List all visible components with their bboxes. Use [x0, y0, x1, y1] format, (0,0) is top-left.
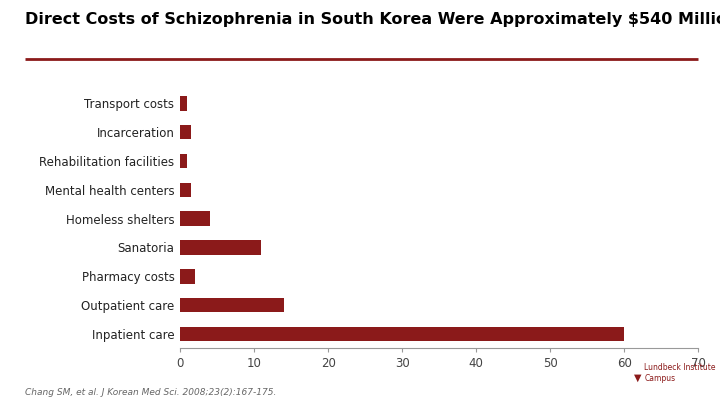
Bar	[180, 125, 191, 139]
Bar	[180, 298, 284, 312]
Bar	[180, 154, 187, 168]
Bar	[180, 269, 195, 284]
Bar	[180, 183, 191, 197]
Text: Chang SM, et al. J Korean Med Sci. 2008;23(2):167-175.: Chang SM, et al. J Korean Med Sci. 2008;…	[25, 388, 276, 397]
Bar	[180, 327, 624, 341]
Text: Lundbeck Institute
Campus: Lundbeck Institute Campus	[644, 363, 716, 383]
Bar	[180, 96, 187, 111]
Text: Direct Costs of Schizophrenia in South Korea Were Approximately $540 Million in : Direct Costs of Schizophrenia in South K…	[25, 12, 720, 27]
Text: ▼: ▼	[634, 373, 641, 383]
Bar	[180, 240, 261, 255]
Bar	[180, 211, 210, 226]
